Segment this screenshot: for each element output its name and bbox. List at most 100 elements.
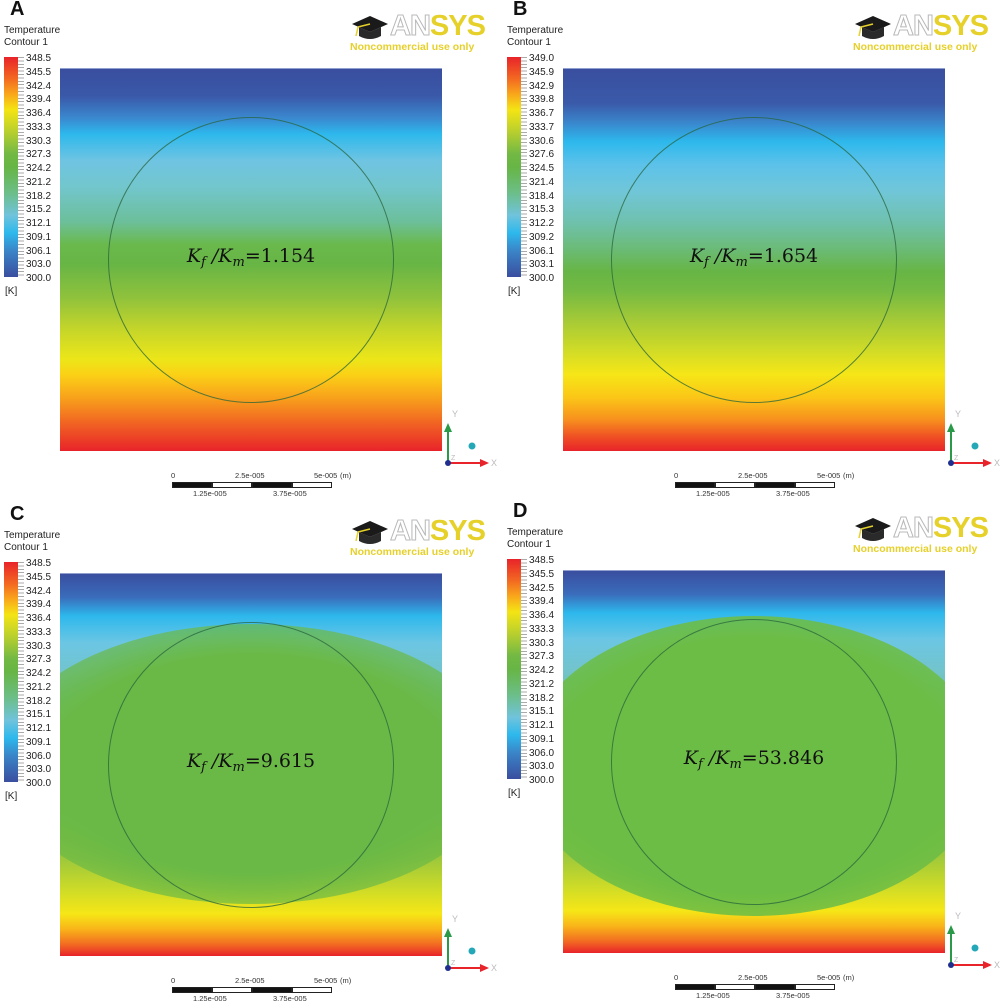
legend-title-line2: Contour 1 — [507, 37, 551, 48]
colorbar-tick: 309.1 — [26, 736, 52, 748]
colorbar-tick: 324.2 — [26, 668, 52, 679]
colorbar-tick: 345.5 — [26, 66, 52, 78]
colorbar-tick: 348.5 — [26, 53, 52, 64]
graduation-cap-icon — [352, 521, 388, 544]
inclusion-circle — [611, 619, 897, 905]
colorbar-ticks — [521, 559, 527, 779]
svg-text:Z: Z — [451, 960, 456, 967]
scale-label: 2.5e-005 — [738, 973, 768, 982]
colorbar-ticks — [18, 57, 24, 277]
svg-text:X: X — [994, 458, 1000, 468]
panel-d: D Temperature Contour 1 348.5 345.5 342.… — [503, 500, 1000, 1004]
ansys-logo: ANSYS Noncommercial use only — [350, 10, 495, 55]
colorbar-tick: 342.4 — [26, 585, 52, 597]
axis-triad-icon: Y X Z — [444, 914, 497, 973]
colorbar-tick: 339.4 — [26, 599, 52, 611]
colorbar-tick: 318.4 — [529, 190, 555, 202]
legend-title-line2: Contour 1 — [4, 542, 48, 553]
colorbar-ticks — [521, 57, 527, 277]
scale-unit: (m) — [340, 976, 352, 985]
colorbar-tick: 315.1 — [529, 706, 555, 718]
colorbar-tick: 312.1 — [26, 723, 52, 734]
colorbar-unit: [K] — [5, 286, 18, 297]
colorbar-tick: 339.4 — [26, 94, 52, 106]
scale-label: 0 — [674, 471, 679, 480]
svg-text:X: X — [491, 963, 497, 973]
ratio-value: 1.154 — [260, 245, 316, 267]
colorbar-tick: 315.1 — [26, 709, 52, 721]
colorbar-tick: 315.3 — [529, 204, 555, 216]
ratio-value: 53.846 — [757, 747, 825, 769]
scale-label: 5e-005 — [817, 471, 841, 480]
svg-text:Z: Z — [954, 957, 959, 964]
scale-label: 2.5e-005 — [235, 976, 265, 985]
legend-title-line1: Temperature — [507, 25, 564, 36]
colorbar-tick: 342.5 — [529, 582, 555, 594]
scale-label: 2.5e-005 — [738, 471, 768, 480]
colorbar-tick: 333.7 — [529, 121, 555, 133]
colorbar — [4, 562, 18, 782]
colorbar-tick: 324.5 — [529, 163, 555, 174]
scale-label: 0 — [674, 973, 679, 982]
legend-title-line1: Temperature — [4, 25, 61, 36]
panel-a: A Temperature Contour 1 348.5 345.5 342.… — [0, 0, 500, 502]
colorbar-tick: 336.7 — [529, 108, 555, 119]
svg-text:Z: Z — [451, 455, 456, 462]
scale-label: 0 — [171, 471, 176, 480]
panel-c: C Temperature Contour 1 348.5 345.5 342.… — [0, 503, 500, 1007]
conductivity-ratio-label: Kf /Km=9.615 — [186, 750, 316, 775]
colorbar-tick: 327.3 — [26, 149, 52, 161]
colorbar-tick: 330.3 — [26, 640, 52, 652]
contour-plot: Kf /Km=1.654 — [563, 68, 945, 451]
colorbar-tick: 345.9 — [529, 66, 555, 78]
scale-bar: 0 2.5e-005 5e-005 (m) 1.25e-005 3.75e-00… — [673, 471, 873, 501]
colorbar-tick: 303.0 — [26, 764, 52, 776]
svg-text:Y: Y — [452, 914, 458, 924]
svg-text:Z: Z — [954, 455, 959, 462]
colorbar-labels: 349.0 345.9 342.9 339.8 336.7 333.7 330.… — [529, 52, 554, 286]
inclusion-circle — [108, 622, 394, 908]
panel-b: B Temperature Contour 1 349.0 345.9 342.… — [503, 0, 1000, 502]
svg-text:X: X — [491, 458, 497, 468]
colorbar-tick: 327.3 — [26, 654, 52, 666]
colorbar-tick: 312.2 — [529, 218, 555, 229]
scale-label: 1.25e-005 — [193, 489, 227, 498]
colorbar-unit: [K] — [508, 788, 521, 799]
ansys-logo: ANSYS Noncommercial use only — [350, 515, 495, 560]
ansys-wordmark: ANSYS — [390, 515, 486, 548]
legend-title-line1: Temperature — [507, 527, 564, 538]
colorbar-tick: 342.9 — [529, 80, 555, 92]
noncommercial-label: Noncommercial use only — [853, 41, 978, 53]
scale-unit: (m) — [340, 471, 352, 480]
scale-unit: (m) — [843, 471, 855, 480]
scale-label: 3.75e-005 — [776, 489, 810, 498]
scale-label: 3.75e-005 — [776, 991, 810, 1000]
colorbar-tick: 300.0 — [26, 778, 52, 789]
svg-text:Y: Y — [452, 409, 458, 419]
colorbar-tick: 330.3 — [26, 135, 52, 147]
colorbar — [507, 559, 521, 779]
conductivity-ratio-label: Kf /Km=53.846 — [683, 747, 825, 772]
ansys-wordmark: ANSYS — [390, 10, 486, 43]
scale-label: 5e-005 — [817, 973, 841, 982]
legend-title-line1: Temperature — [4, 530, 61, 541]
colorbar-tick: 309.1 — [26, 231, 52, 243]
scale-label: 1.25e-005 — [696, 489, 730, 498]
graduation-cap-icon — [855, 518, 891, 541]
colorbar-tick: 306.1 — [529, 245, 555, 257]
scale-bar: 0 2.5e-005 5e-005 (m) 1.25e-005 3.75e-00… — [673, 973, 873, 1003]
colorbar-tick: 333.3 — [529, 623, 555, 635]
inclusion-circle — [108, 117, 394, 403]
colorbar-tick: 300.0 — [529, 273, 555, 284]
graduation-cap-icon — [855, 16, 891, 39]
colorbar-unit: [K] — [5, 791, 18, 802]
colorbar-tick: 327.6 — [529, 149, 555, 161]
legend-title: Temperature Contour 1 — [4, 25, 60, 49]
colorbar-tick: 303.0 — [529, 761, 555, 773]
colorbar-tick: 309.1 — [529, 733, 555, 745]
colorbar-tick: 312.1 — [529, 720, 555, 731]
conductivity-ratio-label: Kf /Km=1.154 — [186, 245, 316, 270]
legend-title: Temperature Contour 1 — [507, 25, 563, 49]
colorbar-unit: [K] — [508, 286, 521, 297]
legend-title: Temperature Contour 1 — [507, 527, 563, 551]
